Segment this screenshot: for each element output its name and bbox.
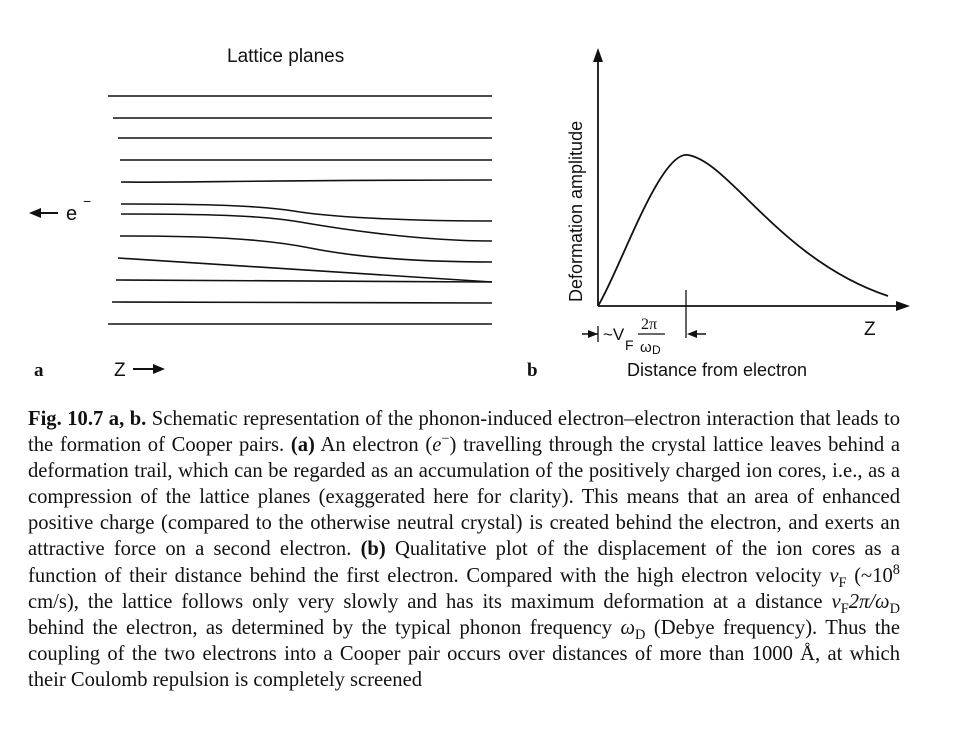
caption-part-a-label: (a) (290, 434, 315, 457)
panel-a-label: a (34, 360, 44, 381)
marker-left-arrowhead (588, 330, 598, 338)
caption-power-exponent: 8 (892, 561, 900, 578)
lattice-plane (120, 213, 493, 242)
lattice-planes-title: Lattice planes (227, 46, 344, 67)
marker-denominator: ω (640, 339, 652, 356)
electron-charge: − (83, 193, 91, 209)
panel-b-label: b (527, 360, 538, 381)
plot-axes (597, 60, 900, 307)
lattice-planes-lines (108, 95, 493, 325)
caption-distance-sub2: D (889, 600, 900, 617)
caption-part-a-text: ) travelling through the crystal lattice… (28, 434, 901, 561)
marker-numerator: 2π (641, 316, 657, 333)
distance-marker: ~V F 2π ω D (582, 316, 706, 357)
caption-velocity-symbol: v (829, 564, 839, 587)
caption-part-a-text: An electron ( (314, 434, 433, 457)
marker-subscript-f: F (625, 337, 634, 353)
caption-part-b-text: cm/s), the lattice follows only very slo… (28, 590, 832, 613)
marker-denominator-sub: D (652, 343, 661, 357)
figure-panels: Lattice planes e − a Z (29, 46, 910, 381)
caption-electron-symbol: e (432, 434, 442, 457)
lattice-plane (111, 301, 493, 304)
y-axis-label: Deformation amplitude (566, 121, 586, 302)
caption-distance-rest: 2π/ω (848, 590, 890, 613)
z-axis-label-a: Z (114, 360, 126, 381)
caption-part-b-text: Qualitative plot of the displacement of … (28, 538, 900, 587)
x-axis-label: Distance from electron (627, 360, 807, 380)
electron-direction-arrowhead (29, 208, 41, 218)
caption-intro: Schematic representation of the phonon-i… (28, 408, 900, 457)
lattice-plane (120, 179, 493, 184)
y-axis-arrowhead (593, 48, 603, 62)
caption-part-b-text: behind the electron, as determined by th… (28, 616, 621, 639)
caption-part-b-label: (b) (360, 538, 386, 561)
caption-distance-v: v (831, 590, 841, 613)
panel-a: Lattice planes e − a Z (29, 46, 493, 381)
electron-label: e (66, 203, 77, 225)
caption-part-b-text: (Debye frequency). Thus the coupling of … (28, 616, 900, 691)
caption-distance-sub: F (840, 600, 849, 617)
figure-caption: Fig. 10.7 a, b. Schematic representation… (28, 406, 900, 693)
lattice-plane (117, 257, 493, 283)
caption-velocity-sub: F (838, 574, 847, 591)
electron-marker: e − (29, 193, 91, 225)
caption-electron-charge: − (441, 431, 450, 448)
x-axis-arrowhead (896, 301, 910, 311)
caption-omega-symbol: ω (620, 616, 636, 639)
panel-b: b Deformation amplitude ~V F 2π ω D Z Di… (527, 48, 910, 381)
lattice-plane (120, 203, 493, 222)
marker-right-arrowhead (687, 330, 697, 338)
marker-tilde-v: ~V (603, 325, 625, 344)
lattice-plane (119, 235, 493, 263)
x-axis-end-label: Z (864, 319, 876, 340)
caption-part-b-text: (~10 (846, 564, 893, 587)
deformation-curve (597, 154, 889, 307)
z-arrowhead-a (153, 364, 165, 374)
caption-figure-number: Fig. 10.7 a, b. (28, 408, 147, 430)
caption-omega-sub: D (635, 626, 646, 643)
z-axis-indicator-a: Z (114, 360, 165, 381)
lattice-plane (115, 279, 493, 283)
